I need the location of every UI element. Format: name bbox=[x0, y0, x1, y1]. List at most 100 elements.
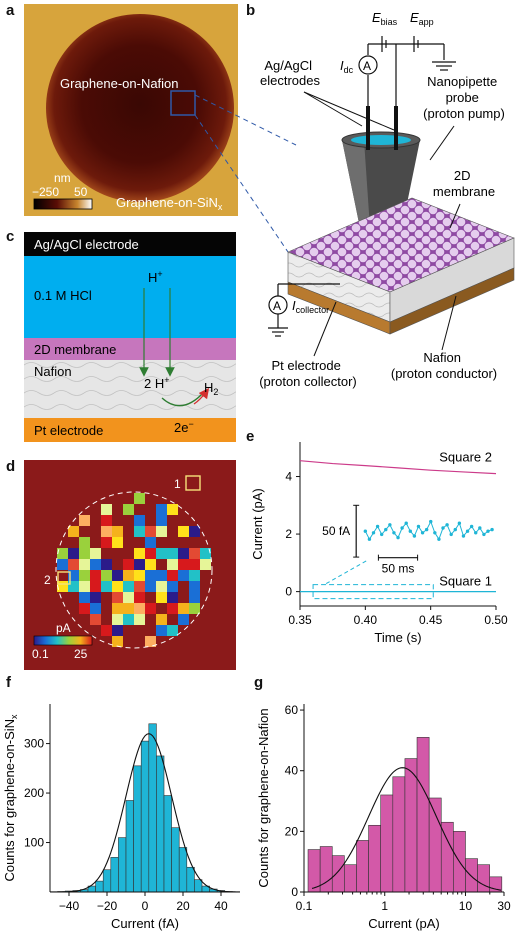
e-inset-point bbox=[404, 521, 408, 525]
map-pixel bbox=[145, 526, 156, 537]
map-pixel bbox=[79, 570, 90, 581]
e-inset-point bbox=[375, 524, 380, 529]
map-pixel bbox=[79, 537, 90, 548]
map-pixel bbox=[178, 603, 189, 614]
colorbar-d-min: 0.1 bbox=[32, 647, 49, 661]
map-pixel bbox=[134, 493, 145, 504]
e-inset-point bbox=[408, 529, 413, 533]
map-pixel bbox=[189, 570, 200, 581]
e-y-tick-label: 2 bbox=[285, 527, 292, 541]
panel-label-f: f bbox=[6, 674, 11, 691]
e-inset-point bbox=[400, 526, 404, 530]
e-inset-point bbox=[469, 524, 474, 529]
g-bar bbox=[331, 855, 345, 893]
f-bar bbox=[194, 879, 203, 893]
map-pixel bbox=[178, 548, 189, 559]
map-pixel bbox=[123, 592, 134, 603]
map-pixel bbox=[189, 559, 200, 570]
map-pixel bbox=[178, 526, 189, 537]
map-pixel bbox=[112, 537, 123, 548]
g-y-tick-label: 40 bbox=[285, 764, 299, 778]
f-bar bbox=[102, 869, 112, 893]
f-x-tick-label: 20 bbox=[176, 899, 190, 913]
f-x-label: Current (fA) bbox=[111, 916, 179, 931]
map-pixel bbox=[112, 636, 123, 647]
map-pixel bbox=[134, 581, 145, 592]
g-bar bbox=[428, 797, 442, 893]
layer-hcl bbox=[24, 256, 236, 338]
zoom-box bbox=[170, 90, 196, 116]
map-pixel bbox=[112, 603, 123, 614]
map-pixel bbox=[167, 548, 178, 559]
g-y-label: Counts for graphene-on-Nafion bbox=[256, 708, 271, 887]
map-pixel bbox=[156, 515, 167, 526]
map-pixel bbox=[79, 515, 90, 526]
e-inset-point bbox=[412, 534, 417, 538]
label-e-app: Eapp bbox=[410, 10, 434, 27]
map-pixel bbox=[57, 559, 68, 570]
map-pixel bbox=[156, 504, 167, 515]
map-pixel bbox=[167, 603, 178, 614]
map-pixel bbox=[123, 504, 134, 515]
colorbar-d-unit: pA bbox=[56, 621, 71, 635]
e-inset-point bbox=[490, 527, 494, 532]
g-y-tick-label: 0 bbox=[291, 885, 298, 899]
map-pixel bbox=[112, 614, 123, 625]
map-pixel bbox=[101, 570, 112, 581]
layer-pt-electrode bbox=[24, 418, 236, 442]
g-x-label: Current (pA) bbox=[368, 916, 440, 931]
e-inset-point bbox=[367, 537, 372, 541]
map-pixel bbox=[79, 592, 90, 603]
label-h2: H2 bbox=[204, 380, 218, 397]
e-y-tick-label: 0 bbox=[285, 585, 292, 599]
map-pixel bbox=[134, 526, 145, 537]
map-pixel bbox=[145, 548, 156, 559]
f-y-label: Counts for graphene-on-SiNx bbox=[2, 714, 19, 882]
map-pixel bbox=[156, 581, 167, 592]
panel-e-current-trace: 0.35 0.40 0.45 0.50 0 2 4 Time (s) Current (pA) S… bbox=[250, 442, 508, 645]
g-x-tick-label: 10 bbox=[459, 899, 473, 913]
e-x-label: Time (s) bbox=[374, 630, 421, 645]
map-pixel bbox=[57, 581, 68, 592]
layer-ag-agcl bbox=[24, 232, 236, 256]
f-bar bbox=[186, 866, 195, 893]
e-inset-point bbox=[416, 524, 421, 529]
e-inset-point bbox=[392, 531, 396, 535]
map-pixel bbox=[200, 559, 211, 570]
f-y-tick-label: 200 bbox=[24, 786, 44, 800]
map-pixel bbox=[101, 504, 112, 515]
afm-disk bbox=[46, 14, 234, 202]
e-x-tick-label: 0.35 bbox=[288, 613, 312, 627]
map-pixel bbox=[79, 559, 90, 570]
g-y-tick-label: 20 bbox=[285, 824, 299, 838]
f-x-tick-label: −20 bbox=[97, 899, 118, 913]
label-proton: H+ bbox=[148, 269, 163, 285]
e-label-square1: Square 1 bbox=[439, 574, 492, 589]
map-pixel bbox=[123, 614, 134, 625]
e-inset-point bbox=[465, 529, 470, 533]
square-1 bbox=[185, 475, 201, 491]
label-2d-membrane: 2D membrane bbox=[433, 168, 495, 199]
g-y-tick-label: 60 bbox=[285, 703, 299, 717]
label-electrodes: Ag/AgCl electrodes bbox=[260, 58, 320, 88]
e-inset-point bbox=[388, 523, 392, 527]
map-pixel bbox=[101, 526, 112, 537]
e-inset-point bbox=[363, 529, 368, 533]
f-x-tick-label: −40 bbox=[59, 899, 80, 913]
g-bar bbox=[404, 758, 418, 893]
e-inset-point bbox=[420, 531, 425, 535]
map-pixel bbox=[68, 526, 79, 537]
map-pixel bbox=[189, 592, 200, 603]
colorbar-d bbox=[33, 635, 93, 646]
map-pixel bbox=[101, 515, 112, 526]
e-x-tick-label: 0.50 bbox=[484, 613, 508, 627]
e-y-tick-label: 4 bbox=[285, 470, 292, 484]
panel-d-current-map: 1 2 pA 0.1 25 bbox=[24, 460, 236, 670]
map-pixel bbox=[79, 581, 90, 592]
f-bar bbox=[178, 847, 188, 893]
map-pixel bbox=[79, 603, 90, 614]
map-pixel bbox=[68, 559, 79, 570]
map-pixel bbox=[101, 625, 112, 636]
map-pixel bbox=[90, 603, 101, 614]
map-pixel bbox=[156, 548, 167, 559]
